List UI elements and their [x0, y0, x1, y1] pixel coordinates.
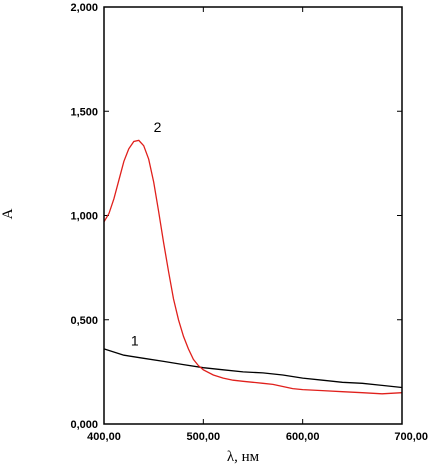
y-tick-label: 1,000 [70, 211, 98, 223]
y-axis-label: A [0, 208, 16, 219]
x-tick-label: 700,00 [394, 431, 428, 443]
x-tick-label: 400,00 [87, 431, 121, 443]
y-tick-label: 0,500 [70, 315, 98, 327]
x-axis-label: λ, нм [227, 449, 260, 465]
series-line-1 [103, 348, 403, 389]
x-tick-label: 600,00 [286, 431, 320, 443]
x-tick-label: 500,00 [187, 431, 221, 443]
y-tick-label: 1,500 [70, 106, 98, 118]
plot-frame [103, 6, 403, 425]
series-line-2 [103, 139, 403, 395]
y-tick-label: 2,000 [70, 2, 98, 14]
y-tick-label: 0,000 [70, 419, 98, 431]
series-label-1: 1 [131, 333, 139, 349]
series-label-2: 2 [154, 119, 162, 135]
